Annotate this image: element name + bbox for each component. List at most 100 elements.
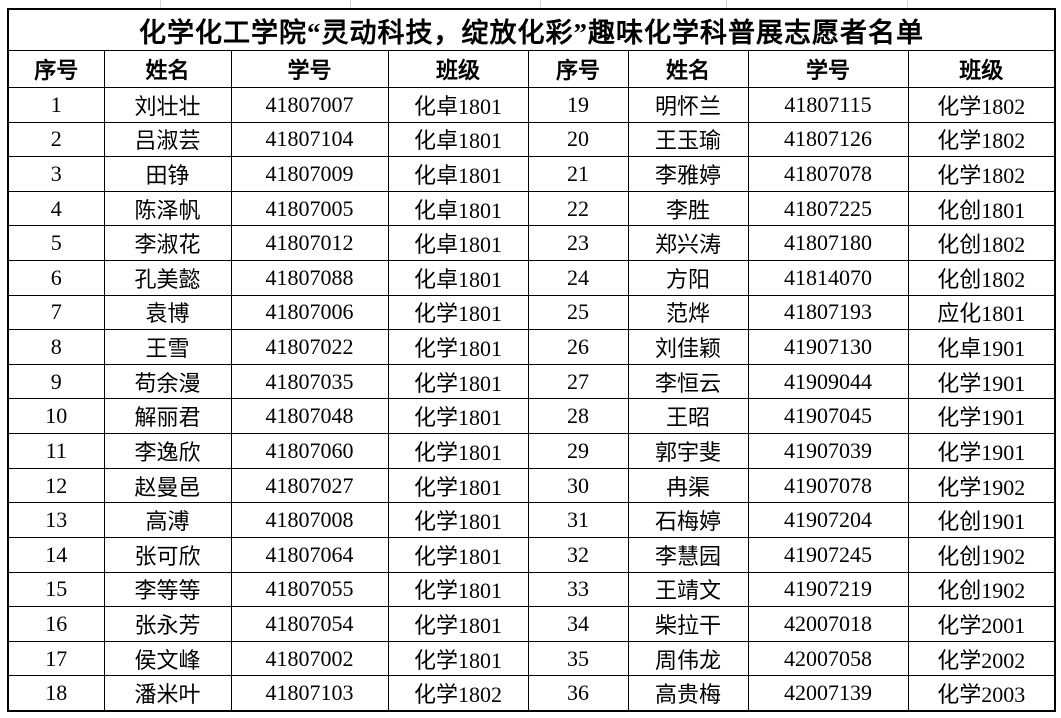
class-cell: 化创1802 [907, 260, 1056, 296]
name-cell: 郭宇斐 [627, 433, 749, 469]
name-cell: 李逸欣 [103, 433, 232, 469]
class-cell: 化学1801 [387, 363, 529, 400]
class-cell: 化创1801 [907, 190, 1056, 227]
class-cell: 化学1801 [387, 502, 529, 538]
name-cell: 高溥 [103, 502, 232, 538]
student-id-cell: 41807180 [747, 225, 909, 262]
table-row: 1 刘壮壮 41807007 化卓1801 19 明怀兰 41807115 化学1802 [7, 87, 1056, 123]
index-cell: 23 [527, 225, 629, 262]
student-id-cell: 41807005 [230, 190, 389, 227]
index-cell: 3 [7, 156, 105, 192]
index-cell: 36 [527, 675, 629, 712]
index-cell: 8 [7, 329, 105, 365]
name-column-header: 姓名 [627, 50, 749, 88]
student-id-cell: 41807064 [230, 536, 389, 573]
index-cell: 4 [7, 190, 105, 227]
index-cell: 11 [7, 433, 105, 469]
class-cell: 化卓1801 [387, 121, 529, 158]
name-cell: 冉渠 [627, 467, 749, 504]
student-id-cell: 41807009 [230, 156, 389, 192]
index-column-header: 序号 [527, 50, 629, 88]
table-row: 16 张永芳 41807054 化学1801 34 柴拉干 42007018 化学2001 [7, 606, 1056, 642]
index-cell: 33 [527, 571, 629, 608]
table-title: 化学化工学院“灵动科技，绽放化彩”趣味化学科普展志愿者名单 [7, 8, 1056, 51]
student-id-cell: 41807008 [230, 502, 389, 538]
class-cell: 化学2002 [907, 640, 1056, 677]
name-cell: 王雪 [103, 329, 232, 365]
student-id-cell: 41807054 [230, 606, 389, 642]
name-cell: 李恒云 [627, 363, 749, 400]
name-cell: 刘壮壮 [103, 87, 232, 123]
name-cell: 王昭 [627, 398, 749, 435]
student-id-cell: 41807103 [230, 675, 389, 712]
student-id-cell: 41807048 [230, 398, 389, 435]
index-column-header: 序号 [7, 50, 105, 88]
table-row: 12 赵曼邑 41807027 化学1801 30 冉渠 41907078 化学1902 [7, 467, 1056, 504]
student-id-cell: 41807002 [230, 640, 389, 677]
class-column-header: 班级 [907, 50, 1056, 88]
student-id-cell: 41814070 [747, 260, 909, 296]
student-id-cell: 42007058 [747, 640, 909, 677]
spreadsheet-gridline [540, 0, 541, 8]
student-id-cell: 41907039 [747, 433, 909, 469]
name-cell: 李等等 [103, 571, 232, 608]
volunteer-roster-table: 化学化工学院“灵动科技，绽放化彩”趣味化学科普展志愿者名单 序号 姓名 学号 班级 序号… [7, 8, 1056, 712]
name-cell: 高贵梅 [627, 675, 749, 712]
student-id-cell: 41807055 [230, 571, 389, 608]
name-cell: 田铮 [103, 156, 232, 192]
index-cell: 5 [7, 225, 105, 262]
name-cell: 李雅婷 [627, 156, 749, 192]
index-cell: 7 [7, 294, 105, 331]
student-id-cell: 41807126 [747, 121, 909, 158]
name-cell: 潘米叶 [103, 675, 232, 712]
index-cell: 29 [527, 433, 629, 469]
name-cell: 赵曼邑 [103, 467, 232, 504]
index-cell: 17 [7, 640, 105, 677]
index-cell: 2 [7, 121, 105, 158]
class-cell: 化学2003 [907, 675, 1056, 712]
index-cell: 12 [7, 467, 105, 504]
table-row: 6 孔美懿 41807088 化卓1801 24 方阳 41814070 化创1802 [7, 260, 1056, 296]
student-id-cell: 41907130 [747, 329, 909, 365]
index-cell: 15 [7, 571, 105, 608]
class-cell: 化卓1901 [907, 329, 1056, 365]
table-row: 9 苟余漫 41807035 化学1801 27 李恒云 41909044 化学1901 [7, 363, 1056, 400]
student-id-cell: 41807193 [747, 294, 909, 331]
table-row: 4 陈泽帆 41807005 化卓1801 22 李胜 41807225 化创1801 [7, 190, 1056, 227]
student-id-cell: 41807104 [230, 121, 389, 158]
name-cell: 吕淑芸 [103, 121, 232, 158]
student-id-cell: 41807078 [747, 156, 909, 192]
index-cell: 30 [527, 467, 629, 504]
index-cell: 24 [527, 260, 629, 296]
student-id-cell: 41907078 [747, 467, 909, 504]
name-cell: 李慧园 [627, 536, 749, 573]
student-id-cell: 42007018 [747, 606, 909, 642]
student-id-cell: 41907045 [747, 398, 909, 435]
student-id-cell: 42007139 [747, 675, 909, 712]
index-cell: 32 [527, 536, 629, 573]
student-id-cell: 41807060 [230, 433, 389, 469]
class-cell: 化学1802 [907, 121, 1056, 158]
class-cell: 化卓1801 [387, 260, 529, 296]
student-id-cell: 41807027 [230, 467, 389, 504]
index-cell: 1 [7, 87, 105, 123]
index-cell: 27 [527, 363, 629, 400]
table-row: 17 侯文峰 41807002 化学1801 35 周伟龙 42007058 化学2002 [7, 640, 1056, 677]
name-cell: 解丽君 [103, 398, 232, 435]
spreadsheet-gridline [160, 0, 161, 8]
index-cell: 14 [7, 536, 105, 573]
class-cell: 化创1902 [907, 536, 1056, 573]
name-cell: 明怀兰 [627, 87, 749, 123]
name-cell: 方阳 [627, 260, 749, 296]
table-body: 1 刘壮壮 41807007 化卓1801 19 明怀兰 41807115 化学1802 2 吕淑… [7, 87, 1056, 712]
header-row: 序号 姓名 学号 班级 序号 姓名 学号 班级 [7, 50, 1056, 88]
index-cell: 21 [527, 156, 629, 192]
student-id-cell: 41907204 [747, 502, 909, 538]
name-cell: 李胜 [627, 190, 749, 227]
class-cell: 化学1901 [907, 433, 1056, 469]
student-id-cell: 41807007 [230, 87, 389, 123]
student-id-cell: 41807088 [230, 260, 389, 296]
class-column-header: 班级 [387, 50, 529, 88]
class-cell: 化学1801 [387, 467, 529, 504]
student-id-cell: 41807225 [747, 190, 909, 227]
